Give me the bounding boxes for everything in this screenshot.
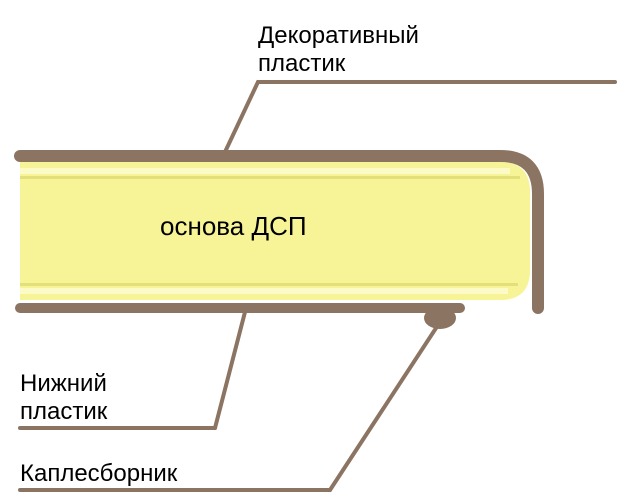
label-core: основа ДСП — [160, 212, 307, 242]
label-top-plastic: Декоративный пластик — [258, 22, 419, 77]
label-bottom-plastic: Нижний пластик — [20, 370, 107, 425]
label-drip-collector: Каплесборник — [20, 460, 177, 488]
drip-collector — [424, 307, 456, 329]
